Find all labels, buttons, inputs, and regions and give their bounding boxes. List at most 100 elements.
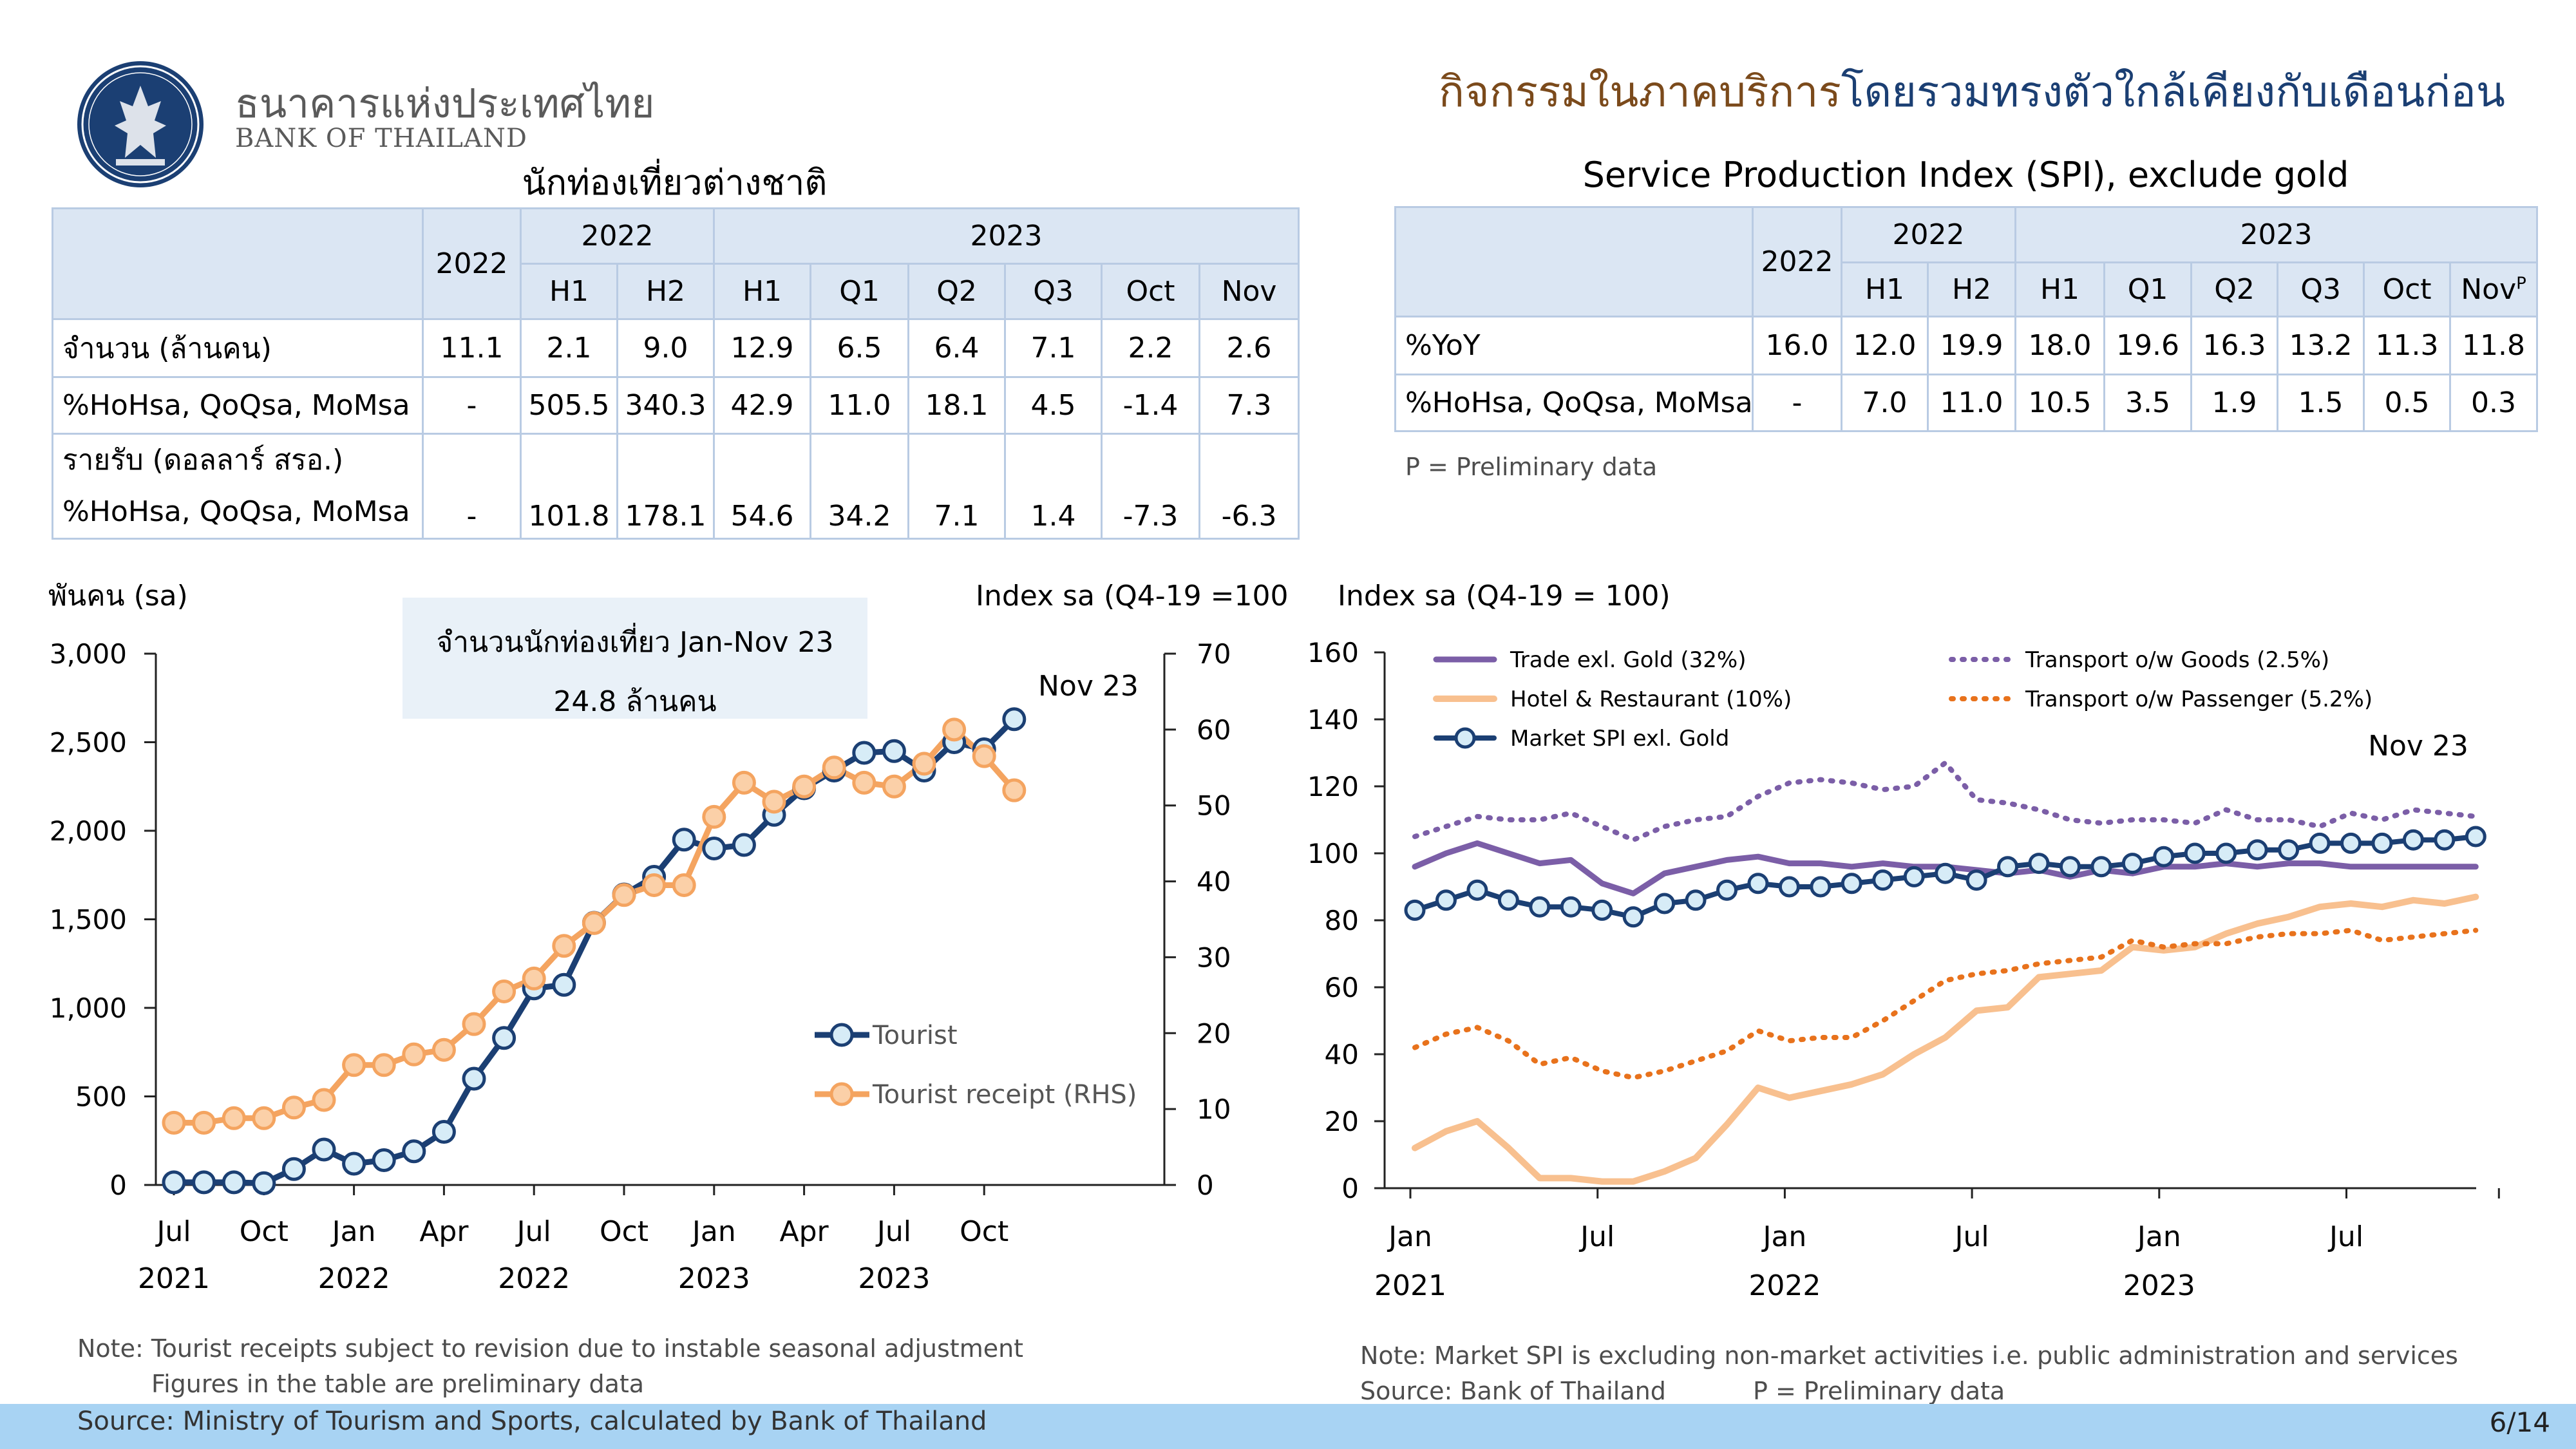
table-row: %HoHsa, QoQsa, MoMsa - 505.5 340.3 42.9 …	[53, 377, 1299, 434]
x-tick-year: 2022	[1748, 1269, 1821, 1302]
y-tick-label: 100	[1307, 838, 1359, 869]
data-point	[614, 885, 634, 905]
left-tick-label: 3,000	[50, 638, 127, 670]
right-note-3: P = Preliminary data	[1753, 1377, 2005, 1405]
y-tick-label: 140	[1307, 704, 1359, 735]
row-label-receipt: รายรับ (ดอลลาร์ สรอ.) %HoHsa, QoQsa, MoMs…	[53, 434, 423, 539]
table-cell: 18.1	[909, 377, 1005, 434]
data-point	[2436, 831, 2454, 849]
spi-table-corner	[1396, 207, 1753, 317]
table-cell: 7.3	[1200, 377, 1299, 434]
table-cell: -7.3	[1102, 434, 1200, 539]
data-point	[794, 776, 815, 797]
x-tick-month: Oct	[600, 1215, 649, 1248]
data-point	[944, 719, 965, 740]
data-point	[314, 1139, 334, 1160]
data-point	[223, 1108, 244, 1128]
right-tick-label: 20	[1197, 1018, 1231, 1049]
table-cell: 54.6	[714, 434, 811, 539]
data-point	[1562, 898, 1580, 916]
data-point	[2248, 841, 2266, 859]
spi-col-header: H2	[1928, 263, 2016, 317]
data-point	[194, 1112, 214, 1133]
data-point	[524, 968, 544, 989]
footer-source: Source: Ministry of Tourism and Sports, …	[77, 1406, 987, 1436]
data-point	[283, 1097, 304, 1118]
table-cell: 505.5	[521, 377, 618, 434]
right-axis-title: Index sa (Q4-19 =100)	[976, 580, 1288, 612]
table-cell: -	[423, 434, 521, 539]
data-point	[1874, 871, 1892, 889]
spi-footnote: P = Preliminary data	[1405, 453, 1657, 481]
data-point	[314, 1090, 334, 1110]
data-point	[914, 753, 934, 774]
spi-table-title: Service Production Index (SPI), exclude …	[1394, 155, 2537, 195]
bank-name-english: BANK OF THAILAND	[235, 124, 527, 153]
data-point	[164, 1112, 184, 1133]
table-cell: 0.5	[2364, 375, 2450, 431]
data-point	[1718, 881, 1736, 899]
data-point	[1937, 864, 1955, 882]
legend-label-receipt: Tourist receipt (RHS)	[872, 1080, 1137, 1110]
right-tick-label: 50	[1197, 790, 1231, 822]
data-point	[824, 757, 844, 778]
y-tick-label: 80	[1325, 905, 1359, 936]
table-cell: 340.3	[618, 377, 714, 434]
legend-marker-tourist	[831, 1025, 852, 1045]
series-hotel-restaurant	[1415, 897, 2476, 1182]
table-cell: 42.9	[714, 377, 811, 434]
table-cell: 2.2	[1102, 319, 1200, 377]
tourist-group-2023: 2023	[714, 209, 1299, 264]
table-row: รายรับ (ดอลลาร์ สรอ.) %HoHsa, QoQsa, MoMs…	[53, 434, 1299, 539]
x-tick-month: Jul	[875, 1215, 911, 1248]
data-point	[1967, 871, 1985, 889]
table-cell: 11.0	[1928, 375, 2016, 431]
y-tick-label: 20	[1325, 1106, 1359, 1137]
table-cell: 19.9	[1928, 317, 2016, 375]
table-cell: 11.8	[2450, 317, 2537, 375]
spi-group-2023: 2023	[2016, 207, 2537, 263]
table-cell: 2.6	[1200, 319, 1299, 377]
data-point	[734, 772, 754, 793]
table-cell: 9.0	[618, 319, 714, 377]
data-point	[554, 936, 574, 956]
data-point	[1593, 901, 1611, 919]
data-point	[283, 1159, 304, 1179]
tourist-table: 2022 2022 2023 H1 H2 H1 Q1 Q2 Q3 Oct Nov…	[52, 207, 1300, 540]
data-point	[2373, 834, 2391, 852]
right-tick-label: 0	[1197, 1170, 1214, 1201]
data-point	[374, 1150, 394, 1171]
left-tick-label: 2,500	[50, 727, 127, 759]
spi-table: 2022 2022 2023 H1 H2 H1 Q1 Q2 Q3 Oct Nov…	[1394, 206, 2538, 432]
right-tick-label: 70	[1197, 638, 1231, 670]
data-point	[1004, 780, 1025, 800]
table-cell: 7.1	[909, 434, 1005, 539]
data-point	[2467, 828, 2485, 846]
x-tick-year: 2022	[498, 1262, 570, 1295]
table-cell: 6.5	[811, 319, 909, 377]
data-point	[344, 1055, 365, 1075]
data-point	[1842, 875, 1861, 893]
right-tick-label: 10	[1197, 1094, 1231, 1125]
data-point	[1624, 908, 1642, 926]
chart-annotation: Nov 23	[1038, 670, 1139, 703]
table-cell: 16.3	[2192, 317, 2278, 375]
data-point	[2030, 855, 2048, 873]
table-cell: 1.4	[1005, 434, 1102, 539]
x-tick-year: 2023	[678, 1262, 750, 1295]
data-point	[433, 1039, 454, 1060]
table-cell: 10.5	[2016, 375, 2105, 431]
nov-label: Nov	[2461, 273, 2516, 306]
right-tick-label: 30	[1197, 942, 1231, 973]
table-cell: 7.0	[1842, 375, 1928, 431]
tourist-col-header: H2	[618, 264, 714, 319]
spi-col-header: Oct	[2364, 263, 2450, 317]
table-cell: 16.0	[1753, 317, 1842, 375]
x-tick-month: Jul	[515, 1215, 551, 1248]
tourist-col-2022: 2022	[423, 209, 521, 319]
table-row: จำนวน (ล้านคน) 11.1 2.1 9.0 12.9 6.5 6.4…	[53, 319, 1299, 377]
data-point	[2404, 831, 2422, 849]
table-cell: 11.0	[811, 377, 909, 434]
table-cell: 18.0	[2016, 317, 2105, 375]
table-cell: 7.1	[1005, 319, 1102, 377]
